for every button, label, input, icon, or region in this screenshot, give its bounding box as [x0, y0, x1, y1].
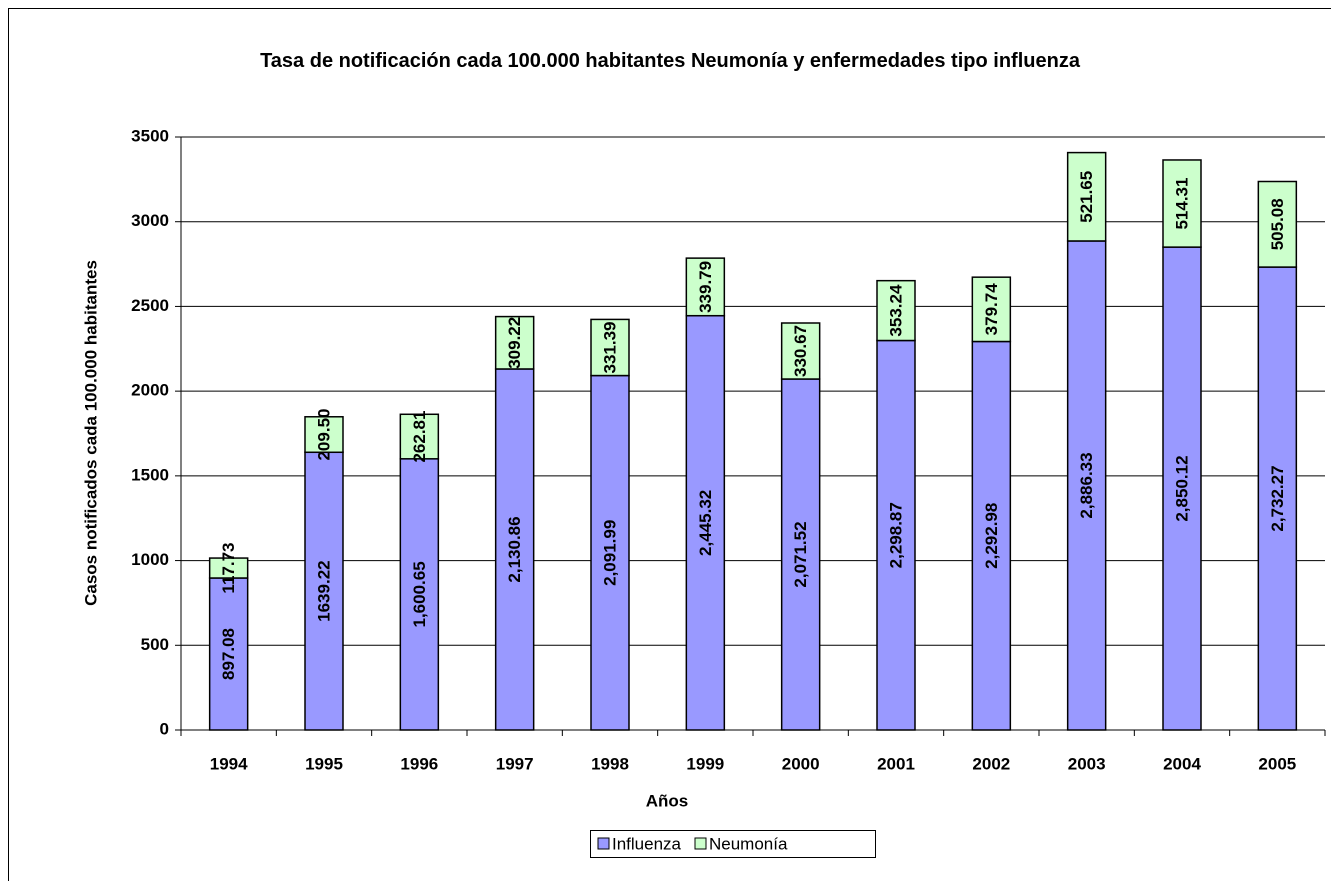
data-label: 331.39 — [600, 321, 619, 373]
bar-segment — [1066, 151, 1107, 242]
data-label: 505.08 — [1268, 198, 1287, 250]
data-label: 339.79 — [696, 261, 715, 313]
x-tick-label: 2002 — [972, 754, 1010, 773]
legend-label: Influenza — [612, 834, 682, 853]
data-label: 309.22 — [505, 317, 524, 369]
x-tick-label: 2001 — [877, 754, 915, 773]
y-axis-title: Casos notificados cada 100.000 habitante… — [81, 260, 100, 606]
data-label: 262.81 — [410, 411, 429, 463]
data-label: 897.08 — [219, 628, 238, 680]
data-label: 2,071.52 — [791, 521, 810, 587]
data-label: 2,850.12 — [1172, 455, 1191, 521]
data-label: 330.67 — [791, 325, 810, 377]
bar-segment — [876, 279, 916, 342]
data-label: 2,298.87 — [886, 502, 905, 568]
data-label: 1,600.65 — [410, 561, 429, 627]
data-label: 209.50 — [314, 409, 333, 461]
x-tick-label: 1996 — [400, 754, 438, 773]
data-label: 2,732.27 — [1268, 465, 1287, 531]
data-label: 2,130.86 — [505, 516, 524, 582]
bar-segment — [876, 339, 916, 731]
data-label: 353.24 — [886, 284, 905, 337]
x-tick-label: 1999 — [686, 754, 724, 773]
data-label: 379.74 — [982, 283, 1001, 336]
bar-segment — [971, 276, 1012, 343]
bar-segment — [304, 416, 344, 454]
y-tick-label: 3500 — [131, 126, 169, 145]
bar-segment — [208, 557, 249, 579]
bar-segment — [1066, 240, 1107, 731]
bar-segment — [685, 257, 726, 317]
x-tick-label: 1998 — [591, 754, 629, 773]
chart-border — [8, 8, 1331, 881]
data-label: 514.31 — [1172, 178, 1191, 230]
legend-swatch — [597, 837, 610, 850]
x-axis-title: Años — [646, 791, 689, 810]
x-tick-label: 1995 — [305, 754, 343, 773]
y-tick-label: 1500 — [131, 465, 169, 484]
data-label: 2,292.98 — [982, 503, 1001, 569]
data-label: 521.65 — [1077, 171, 1096, 223]
bar-segment — [780, 322, 821, 380]
y-tick-label: 2500 — [131, 296, 169, 315]
y-tick-label: 2000 — [131, 381, 169, 400]
bar-segment — [1257, 266, 1298, 731]
bar-segment — [1257, 180, 1298, 268]
bar-segment — [1162, 159, 1202, 248]
x-tick-label: 1997 — [496, 754, 534, 773]
data-label: 117.73 — [219, 543, 238, 594]
bar-segment — [399, 458, 440, 731]
chart-title: Tasa de notificación cada 100.000 habita… — [260, 50, 1080, 72]
legend-box — [590, 830, 876, 858]
bar-segment — [1162, 246, 1202, 731]
y-tick-label: 3000 — [131, 211, 169, 230]
legend-label: Neumonía — [709, 834, 788, 853]
legend-swatch — [694, 837, 707, 850]
x-tick-label: 2005 — [1258, 754, 1296, 773]
bar-segment — [780, 378, 821, 731]
x-tick-label: 2003 — [1068, 754, 1106, 773]
x-tick-label: 1994 — [210, 754, 248, 773]
x-tick-label: 2000 — [782, 754, 820, 773]
y-tick-label: 1000 — [131, 550, 169, 569]
data-label: 2,091.99 — [600, 520, 619, 586]
bar-segment — [494, 368, 535, 731]
x-tick-label: 2004 — [1163, 754, 1201, 773]
y-tick-label: 500 — [141, 635, 169, 654]
bar-segment — [399, 413, 440, 460]
data-label: 2,445.32 — [696, 490, 715, 556]
y-tick-label: 0 — [160, 719, 169, 738]
bar-segment — [494, 315, 535, 370]
bar-segment — [590, 318, 630, 377]
data-label: 2,886.33 — [1077, 452, 1096, 518]
data-label: 1639.22 — [314, 560, 333, 621]
bar-segment — [304, 451, 344, 731]
